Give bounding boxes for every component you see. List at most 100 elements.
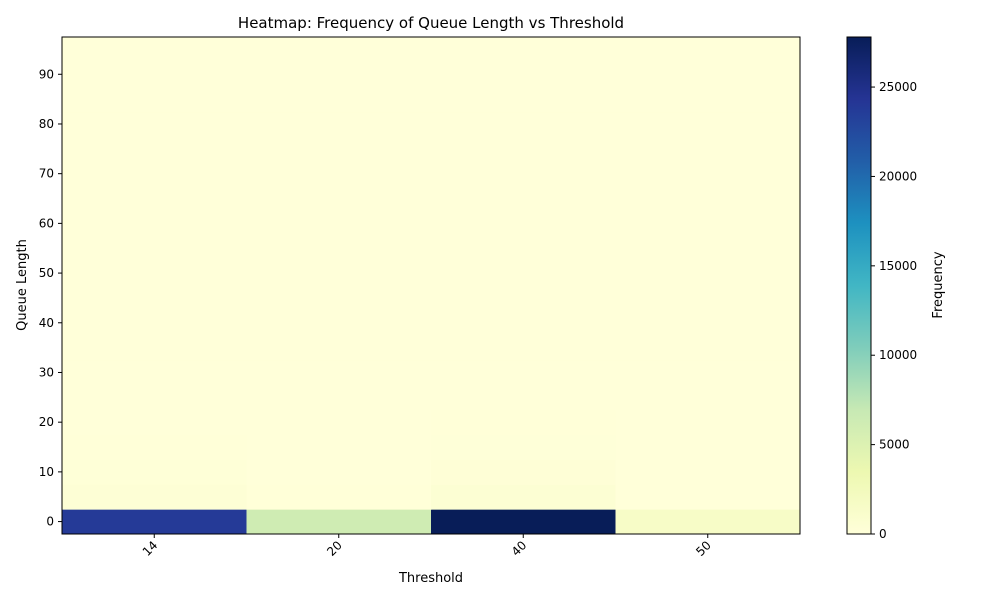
y-tick-label: 0 <box>46 515 54 529</box>
heatmap-cell <box>615 260 801 286</box>
heatmap-cell <box>62 384 247 411</box>
heatmap-cell <box>615 434 801 460</box>
heatmap-cell <box>615 509 801 535</box>
heatmap-cell <box>431 310 616 336</box>
y-axis-label: Queue Length <box>15 239 30 331</box>
heatmap-cell <box>431 459 616 485</box>
heatmap-cell <box>246 409 432 436</box>
heatmap-cell <box>431 384 616 411</box>
y-tick-label: 90 <box>39 67 54 81</box>
heatmap-cell <box>246 459 432 485</box>
heatmap-cell <box>62 136 247 162</box>
y-tick-label: 80 <box>39 117 54 131</box>
heatmap-cell <box>62 484 247 510</box>
heatmap-cell <box>246 335 432 361</box>
chart-title: Heatmap: Frequency of Queue Length vs Th… <box>238 14 624 32</box>
heatmap-cell <box>246 509 432 535</box>
heatmap-cell <box>431 136 616 162</box>
colorbar-tick-label: 15000 <box>879 259 917 273</box>
colorbar-tick-label: 10000 <box>879 348 917 362</box>
heatmap-cell <box>62 161 247 187</box>
y-tick-label: 20 <box>39 415 54 429</box>
heatmap-cell <box>431 484 616 510</box>
heatmap-cell <box>431 409 616 436</box>
x-tick-label: 20 <box>324 538 345 559</box>
heatmap-cell <box>431 37 616 63</box>
heatmap-cell <box>615 335 801 361</box>
heatmap-cell <box>62 61 247 88</box>
colorbar-tick-label: 0 <box>879 527 887 541</box>
heatmap-cell <box>246 285 432 311</box>
heatmap-cell <box>615 186 801 212</box>
heatmap-cell <box>246 484 432 510</box>
heatmap-cell <box>615 111 801 137</box>
heatmap-cell <box>615 86 801 113</box>
heatmap-cells <box>62 37 801 535</box>
heatmap-cell <box>246 434 432 460</box>
heatmap-cell <box>246 310 432 336</box>
y-tick-label: 50 <box>39 266 54 280</box>
heatmap-cell <box>246 86 432 113</box>
x-tick-label: 40 <box>509 538 530 559</box>
colorbar-ticks: 0 5000 10000 15000 20000 25000 <box>871 80 917 541</box>
heatmap-cell <box>246 360 432 386</box>
heatmap-cell <box>62 459 247 485</box>
heatmap-cell <box>246 384 432 411</box>
x-axis-ticks: 14 20 40 50 <box>140 534 714 559</box>
heatmap-cell <box>246 161 432 187</box>
heatmap-cell <box>246 235 432 262</box>
colorbar <box>846 36 872 535</box>
heatmap-cell <box>62 360 247 386</box>
heatmap-cell <box>431 111 616 137</box>
heatmap-cell <box>615 37 801 63</box>
plot-frame <box>61 36 801 535</box>
heatmap-cell <box>431 285 616 311</box>
heatmap-cell <box>431 335 616 361</box>
heatmap-cell <box>615 136 801 162</box>
heatmap-cell <box>615 161 801 187</box>
heatmap-cell <box>62 86 247 113</box>
x-tick-label: 14 <box>140 538 161 559</box>
heatmap-cell <box>62 434 247 460</box>
heatmap-cell <box>431 86 616 113</box>
heatmap-cell <box>62 285 247 311</box>
heatmap-cell <box>431 186 616 212</box>
heatmap-cell <box>62 186 247 212</box>
heatmap-cell <box>431 235 616 262</box>
heatmap-cell <box>246 186 432 212</box>
heatmap-cell <box>246 61 432 88</box>
heatmap-cell <box>615 210 801 237</box>
y-tick-label: 10 <box>39 465 54 479</box>
heatmap-cell <box>62 335 247 361</box>
heatmap-cell <box>431 434 616 460</box>
y-tick-label: 40 <box>39 316 54 330</box>
heatmap-cell <box>615 235 801 262</box>
y-tick-label: 30 <box>39 365 54 379</box>
y-axis-ticks: 0 10 20 30 40 50 60 70 80 90 <box>39 67 62 529</box>
colorbar-tick-label: 20000 <box>879 169 917 183</box>
heatmap-cell <box>62 37 247 63</box>
y-tick-label: 60 <box>39 216 54 230</box>
heatmap-cell <box>246 111 432 137</box>
heatmap-cell <box>62 235 247 262</box>
heatmap-cell <box>431 210 616 237</box>
heatmap-cell <box>62 111 247 137</box>
colorbar-tick-label: 25000 <box>879 80 917 94</box>
heatmap-cell <box>615 459 801 485</box>
heatmap-cell <box>62 509 247 535</box>
heatmap-cell <box>431 509 616 535</box>
heatmap-cell <box>246 260 432 286</box>
heatmap-cell <box>615 310 801 336</box>
heatmap-cell <box>62 210 247 237</box>
heatmap-cell <box>62 409 247 436</box>
heatmap-cell <box>431 61 616 88</box>
heatmap-cell <box>615 384 801 411</box>
colorbar-label: Frequency <box>931 251 946 318</box>
x-axis-label: Threshold <box>398 571 463 586</box>
x-tick-label: 50 <box>693 538 714 559</box>
heatmap-cell <box>246 136 432 162</box>
heatmap-cell <box>431 161 616 187</box>
heatmap-cell <box>62 260 247 286</box>
heatmap-cell <box>615 409 801 436</box>
